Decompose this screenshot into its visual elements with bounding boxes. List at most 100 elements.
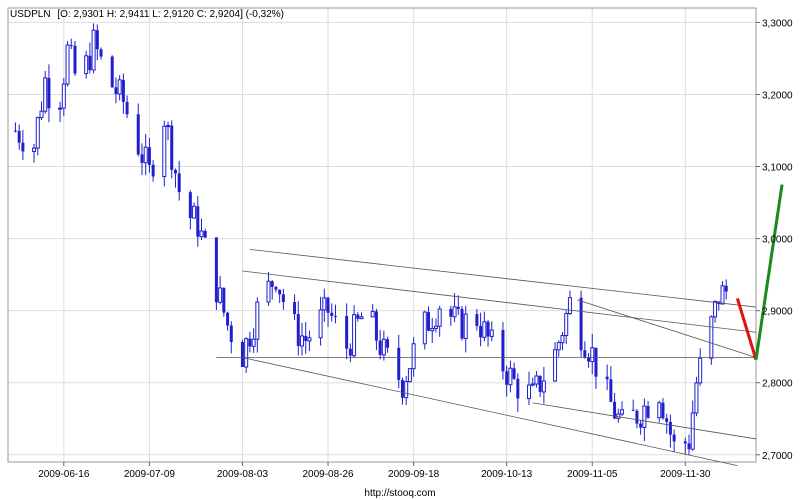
x-tick-label: 2009-11-05 (567, 469, 618, 480)
candle-body-down (17, 130, 21, 143)
candle-body-up (620, 409, 625, 415)
candle-body-down (21, 142, 25, 152)
trendline-lower-channel (242, 357, 738, 466)
candle-body-down (486, 321, 490, 337)
candle-body-down (278, 289, 282, 295)
candle-body-up (541, 380, 546, 393)
candle-body-up (564, 313, 569, 337)
candle-body-down (121, 79, 125, 102)
candle-body-down (114, 87, 118, 95)
candle-body-down (88, 55, 92, 70)
candle-body-up (642, 405, 647, 429)
candle-body-down (538, 375, 542, 392)
candle-body-down (378, 340, 382, 355)
ohlc-readout: [O: 2,9301 H: 2,9411 L: 2,9120 C: 2,9204… (57, 9, 284, 20)
candle-body-down (214, 237, 218, 303)
candle-body-up (590, 347, 595, 363)
candle-body-down (687, 443, 691, 450)
candle-body-up (370, 310, 375, 318)
candle-body-up (411, 343, 416, 370)
candle-body-down (605, 376, 609, 380)
candle-body-up (307, 337, 312, 342)
candle-body-up (255, 301, 260, 340)
candle-body-up (698, 357, 703, 384)
candle-body-down (99, 49, 103, 57)
candle-body-up (166, 125, 171, 128)
candle-body-up (84, 55, 89, 75)
candle-body-up (430, 327, 435, 332)
candle-body-up (218, 287, 223, 303)
candle-body-down (330, 312, 334, 316)
candle-body-up (553, 349, 558, 382)
candle-body-down (668, 421, 672, 435)
candle-body-down (293, 302, 297, 315)
candle-body-down (661, 402, 665, 419)
candle-body-down (427, 312, 431, 331)
candle-body-down (374, 311, 378, 341)
candle-body-down (110, 56, 114, 88)
candle-body-down (170, 125, 174, 170)
candle-body-up (251, 338, 256, 347)
candle-body-up (526, 384, 531, 400)
candle-body-down (397, 347, 401, 380)
candle-body-up (567, 297, 572, 315)
candle-body-up (43, 77, 48, 112)
candle-body-down (240, 342, 244, 367)
candle-body-down (147, 147, 151, 165)
candle-body-down (140, 154, 144, 163)
trendline-upper-channel (249, 249, 757, 308)
candle-body-up (534, 375, 539, 385)
candle-body-up (322, 297, 327, 311)
y-tick-label: 3,1000 (762, 163, 793, 174)
candle-body-down (609, 379, 613, 402)
x-axis-ticks: 2009-06-16 2009-07-09 2009-08-03 2009-08-26… (38, 462, 711, 480)
candle-body-down (281, 294, 285, 303)
y-tick-label: 3,3000 (762, 18, 793, 29)
candle-body-down (479, 325, 483, 338)
candle-body-down (635, 410, 639, 424)
x-tick-label: 2009-08-26 (302, 469, 354, 480)
candle-body-down (583, 350, 587, 358)
candle-body-down (226, 312, 230, 326)
x-tick-label: 2009-11-30 (660, 469, 711, 480)
candle-body-up (318, 309, 323, 339)
candle-body-down (13, 130, 17, 132)
candle-body-up (694, 382, 699, 414)
candle-body-up (422, 311, 427, 345)
candle-body-down (69, 45, 73, 47)
candle-body-down (631, 409, 635, 411)
candle-body-down (356, 314, 360, 319)
candle-body-up (65, 44, 70, 85)
candle-body-down (501, 330, 505, 372)
candle-body-up (508, 367, 513, 386)
candle-body-up (381, 338, 386, 356)
candle-body-up (266, 280, 271, 303)
candle-body-down (47, 77, 51, 109)
candle-body-up (720, 285, 725, 305)
candle-body-down (683, 441, 687, 444)
candle-body-up (404, 381, 409, 399)
candle-body-down (512, 368, 516, 379)
candle-body-up (58, 107, 63, 110)
candle-body-down (505, 371, 509, 385)
y-tick-label: 2,7000 (762, 451, 793, 462)
candle-body-up (556, 342, 561, 351)
candle-body-down (460, 309, 464, 339)
candle-body-down (594, 347, 598, 377)
candle-body-down (386, 339, 390, 348)
x-tick-label: 2009-08-03 (217, 469, 269, 480)
candle-body-down (304, 335, 308, 341)
candle-body-up (35, 117, 40, 149)
chart-title: USDPLN [O: 2,9301 H: 2,9411 L: 2,9120 C:… (10, 9, 284, 20)
candle-body-down (456, 306, 460, 310)
candle-body-down (196, 206, 200, 237)
x-tick-label: 2009-07-09 (124, 469, 176, 480)
candle-body-down (348, 348, 352, 356)
trendline-middle-channel (242, 270, 757, 333)
y-tick-label: 2,9000 (762, 307, 793, 318)
candle-body-down (274, 286, 278, 290)
candle-body-up (657, 402, 662, 419)
candle-body-down (724, 285, 728, 292)
